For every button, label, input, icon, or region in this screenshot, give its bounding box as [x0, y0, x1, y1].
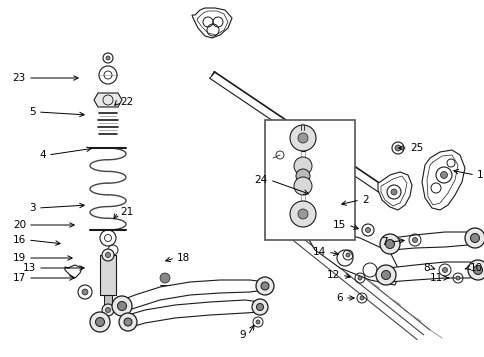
Circle shape	[467, 260, 484, 280]
Circle shape	[82, 289, 88, 295]
Text: 6: 6	[336, 293, 342, 303]
Circle shape	[385, 240, 393, 248]
Circle shape	[252, 299, 268, 315]
Circle shape	[256, 320, 259, 324]
Text: 14: 14	[312, 247, 325, 257]
Text: 7: 7	[380, 237, 387, 247]
Circle shape	[297, 133, 307, 143]
Text: 16: 16	[13, 235, 26, 245]
Text: 10: 10	[469, 263, 482, 273]
Circle shape	[297, 209, 307, 219]
Polygon shape	[122, 280, 264, 312]
Circle shape	[326, 149, 333, 155]
Circle shape	[124, 318, 132, 326]
Text: 21: 21	[120, 207, 133, 217]
Circle shape	[90, 312, 110, 332]
Text: 12: 12	[326, 270, 339, 280]
Polygon shape	[377, 172, 411, 210]
Text: 3: 3	[30, 203, 36, 213]
Circle shape	[102, 249, 114, 261]
Polygon shape	[387, 232, 474, 250]
Circle shape	[359, 296, 363, 300]
Text: 24: 24	[254, 175, 268, 185]
Polygon shape	[100, 255, 116, 295]
Circle shape	[379, 234, 399, 254]
Text: 25: 25	[409, 143, 423, 153]
Circle shape	[455, 276, 459, 280]
Circle shape	[464, 228, 484, 248]
Circle shape	[345, 253, 349, 257]
Circle shape	[365, 227, 370, 232]
Text: 17: 17	[13, 273, 26, 283]
Circle shape	[256, 277, 273, 295]
Circle shape	[160, 273, 170, 283]
Text: 2: 2	[361, 195, 368, 205]
Circle shape	[412, 237, 417, 242]
Circle shape	[469, 233, 479, 242]
Text: 5: 5	[30, 107, 36, 117]
Circle shape	[295, 169, 309, 183]
Circle shape	[106, 56, 110, 60]
Text: 13: 13	[23, 263, 36, 273]
Circle shape	[119, 313, 136, 331]
Text: 22: 22	[120, 97, 133, 107]
Text: 15: 15	[332, 220, 345, 230]
Text: 20: 20	[13, 220, 26, 230]
Text: 8: 8	[423, 263, 429, 273]
Circle shape	[375, 265, 395, 285]
Text: 19: 19	[13, 253, 26, 263]
Circle shape	[357, 276, 361, 280]
Text: 23: 23	[13, 73, 26, 83]
Text: 1: 1	[476, 170, 483, 180]
Circle shape	[293, 157, 311, 175]
Circle shape	[289, 125, 316, 151]
Text: 18: 18	[177, 253, 190, 263]
Circle shape	[106, 307, 110, 312]
Circle shape	[390, 189, 396, 195]
Polygon shape	[307, 230, 399, 285]
Circle shape	[106, 252, 110, 257]
Text: 9: 9	[239, 330, 245, 340]
Circle shape	[95, 317, 104, 327]
Circle shape	[112, 296, 132, 316]
Polygon shape	[192, 8, 231, 38]
Polygon shape	[421, 150, 464, 210]
Circle shape	[117, 302, 126, 311]
Circle shape	[102, 304, 114, 316]
Circle shape	[472, 266, 482, 275]
Polygon shape	[94, 93, 122, 107]
Circle shape	[441, 267, 447, 272]
Circle shape	[260, 282, 269, 290]
Circle shape	[439, 171, 447, 178]
Polygon shape	[104, 295, 112, 310]
Text: 4: 4	[39, 150, 46, 160]
Circle shape	[394, 145, 400, 151]
Circle shape	[256, 303, 263, 311]
Polygon shape	[128, 300, 259, 328]
Circle shape	[381, 271, 390, 280]
Bar	[264, 120, 354, 240]
Circle shape	[289, 201, 316, 227]
Text: 11: 11	[429, 273, 442, 283]
Circle shape	[293, 177, 311, 195]
Polygon shape	[382, 262, 477, 282]
